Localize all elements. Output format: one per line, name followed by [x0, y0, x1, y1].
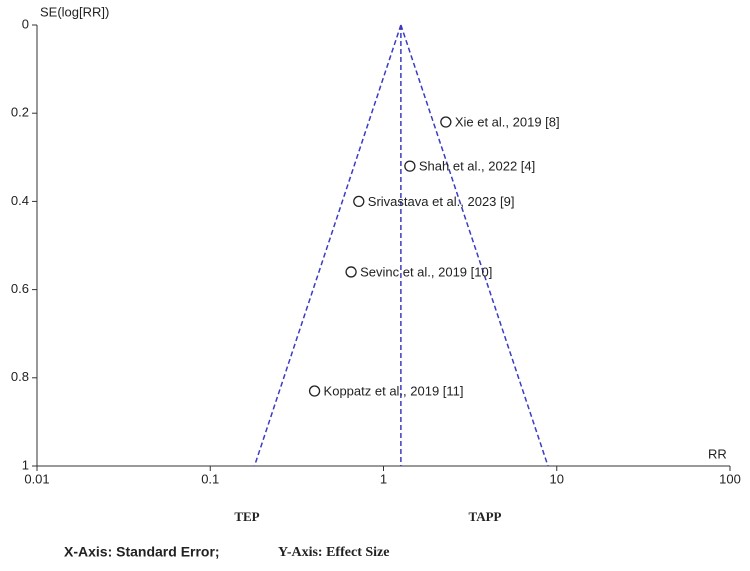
y-axis-label: SE(log[RR])	[40, 4, 109, 19]
study-label: Koppatz et al., 2019 [11]	[324, 383, 464, 398]
study-label: Sevinc et al., 2019 [10]	[360, 264, 492, 279]
study-label: Xie et al., 2019 [8]	[455, 114, 560, 129]
x-tick-label: 10	[550, 471, 564, 486]
study-point	[308, 385, 321, 397]
y-tick-label: 0.8	[11, 369, 29, 384]
funnel-left	[253, 24, 402, 467]
study-label: Srivastava et al., 2023 [9]	[368, 194, 515, 209]
x-tick-label: 100	[719, 471, 741, 486]
study-point	[440, 116, 452, 128]
x-tick-label: 0.01	[24, 471, 49, 486]
x-tick-label: 1	[380, 471, 387, 486]
y-tick-label: 0.6	[11, 281, 29, 296]
y-tick-label: 1	[22, 457, 29, 472]
funnel-right	[400, 24, 549, 467]
caption-y: Y-Axis: Effect Size	[278, 545, 389, 560]
study-point	[404, 160, 416, 172]
y-tick-label: 0.4	[11, 193, 29, 208]
caption-x: X-Axis: Standard Error;	[64, 544, 220, 560]
study-point	[345, 266, 357, 278]
study-point	[353, 195, 365, 208]
right-annotation: TAPP	[469, 509, 502, 524]
x-axis-label: RR	[708, 446, 727, 461]
y-tick-label: 0	[22, 16, 29, 31]
left-annotation: TEP	[234, 509, 259, 524]
x-tick-label: 0.1	[201, 471, 219, 486]
study-label: Shah et al., 2022 [4]	[419, 159, 535, 174]
y-tick-label: 0.2	[11, 105, 29, 120]
